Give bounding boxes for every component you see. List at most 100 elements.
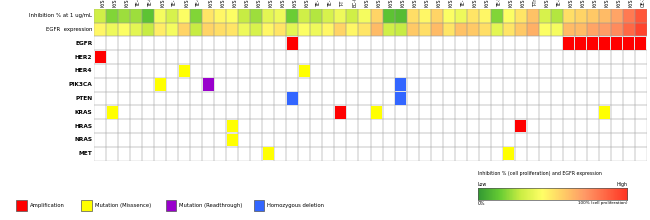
Bar bbox=[587, 36, 599, 50]
Bar bbox=[599, 23, 611, 36]
Bar bbox=[395, 78, 406, 92]
Bar bbox=[502, 78, 515, 92]
Bar bbox=[274, 147, 287, 161]
Bar bbox=[599, 133, 611, 147]
Bar bbox=[382, 92, 395, 105]
Bar bbox=[515, 36, 527, 50]
Bar bbox=[539, 133, 551, 147]
Text: TE-4: TE-4 bbox=[136, 0, 141, 7]
Bar bbox=[467, 147, 478, 161]
Bar bbox=[166, 36, 178, 50]
Bar bbox=[395, 119, 406, 133]
Bar bbox=[178, 105, 190, 119]
Bar bbox=[382, 36, 395, 50]
Bar bbox=[623, 105, 635, 119]
Bar bbox=[539, 147, 551, 161]
Bar bbox=[611, 105, 623, 119]
Bar bbox=[263, 36, 274, 50]
Bar bbox=[335, 105, 346, 119]
Bar bbox=[94, 147, 106, 161]
Bar bbox=[359, 50, 370, 64]
Bar bbox=[142, 147, 154, 161]
Bar bbox=[491, 147, 502, 161]
Bar bbox=[587, 105, 599, 119]
Text: HER2: HER2 bbox=[75, 55, 92, 60]
Bar bbox=[202, 78, 215, 92]
Bar bbox=[395, 119, 406, 133]
Bar bbox=[142, 50, 154, 64]
Bar bbox=[526, 147, 539, 161]
Bar bbox=[346, 78, 359, 92]
Bar bbox=[250, 50, 263, 64]
Bar bbox=[551, 78, 563, 92]
Text: KYSE1240: KYSE1240 bbox=[400, 0, 406, 7]
Bar bbox=[94, 105, 106, 119]
Bar bbox=[346, 92, 359, 105]
Bar bbox=[106, 105, 118, 119]
Bar bbox=[430, 78, 443, 92]
Bar bbox=[250, 147, 263, 161]
Bar bbox=[430, 23, 443, 36]
Bar bbox=[467, 36, 478, 50]
Bar bbox=[635, 133, 647, 147]
Bar bbox=[214, 23, 226, 36]
Bar bbox=[359, 147, 370, 161]
Bar bbox=[250, 147, 263, 161]
Bar bbox=[95, 51, 106, 63]
Bar bbox=[298, 23, 311, 36]
Bar bbox=[575, 119, 587, 133]
Bar bbox=[118, 36, 130, 50]
Bar bbox=[443, 78, 454, 92]
Bar bbox=[575, 78, 587, 92]
Bar bbox=[478, 105, 491, 119]
Bar bbox=[382, 105, 395, 119]
Bar bbox=[214, 119, 226, 133]
Bar bbox=[214, 64, 226, 78]
Bar bbox=[214, 105, 226, 119]
Bar bbox=[611, 92, 623, 105]
Bar bbox=[430, 105, 443, 119]
Bar bbox=[491, 78, 502, 92]
Bar bbox=[406, 23, 419, 36]
Bar bbox=[178, 9, 190, 23]
Bar bbox=[298, 23, 311, 36]
Bar bbox=[478, 23, 491, 36]
Bar bbox=[587, 36, 599, 50]
Bar bbox=[587, 119, 599, 133]
Bar bbox=[335, 147, 346, 161]
Bar bbox=[419, 36, 430, 50]
Bar bbox=[239, 105, 250, 119]
Bar bbox=[478, 23, 491, 36]
Bar bbox=[382, 50, 395, 64]
Bar bbox=[491, 36, 502, 50]
Bar bbox=[406, 36, 419, 50]
Bar bbox=[274, 147, 287, 161]
Bar bbox=[382, 9, 395, 23]
Bar bbox=[395, 92, 406, 105]
Bar bbox=[635, 105, 647, 119]
Bar bbox=[478, 36, 491, 50]
Bar bbox=[178, 36, 190, 50]
Bar bbox=[287, 50, 298, 64]
Bar bbox=[515, 50, 527, 64]
Bar bbox=[239, 92, 250, 105]
Bar bbox=[467, 105, 478, 119]
Bar bbox=[287, 36, 298, 50]
Bar bbox=[635, 64, 647, 78]
Bar bbox=[335, 106, 346, 119]
Bar bbox=[382, 23, 395, 36]
Bar bbox=[239, 9, 250, 23]
Bar bbox=[202, 119, 215, 133]
Bar bbox=[130, 133, 142, 147]
Bar bbox=[250, 78, 263, 92]
Bar bbox=[419, 78, 430, 92]
Bar bbox=[190, 105, 202, 119]
Bar bbox=[94, 23, 106, 36]
Bar bbox=[575, 36, 587, 50]
Bar bbox=[539, 78, 551, 92]
Bar bbox=[454, 133, 467, 147]
Text: EGFR: EGFR bbox=[75, 41, 92, 46]
Bar bbox=[599, 23, 611, 36]
Bar bbox=[106, 36, 118, 50]
Bar bbox=[395, 133, 406, 147]
